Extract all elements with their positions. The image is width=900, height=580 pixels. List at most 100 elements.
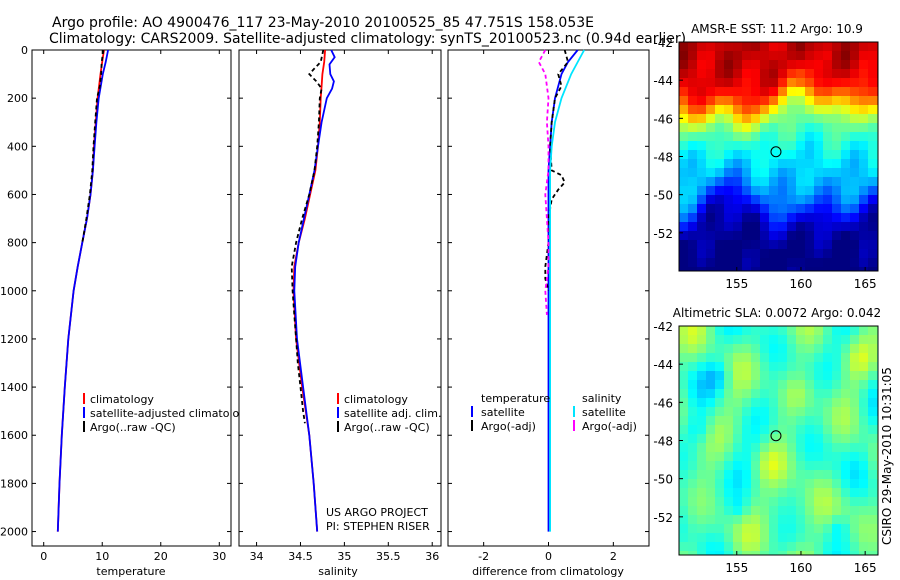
map-cell <box>832 434 842 444</box>
map-cell <box>850 96 860 106</box>
map-cell <box>832 470 842 480</box>
map-cell <box>751 195 761 205</box>
map-cell <box>733 240 743 250</box>
map-cell <box>859 78 869 88</box>
map-cell <box>742 267 752 272</box>
map-cell <box>841 515 851 525</box>
map-cell <box>760 141 770 151</box>
map-cell <box>751 353 761 363</box>
map-cell <box>859 231 869 241</box>
map-cell <box>751 443 761 453</box>
map-cell <box>868 353 878 363</box>
map-cell <box>706 470 716 480</box>
map-cell <box>760 267 770 272</box>
series-line-temperature-argo-adj- <box>544 49 569 292</box>
map-cell <box>841 407 851 417</box>
map-cell <box>787 141 797 151</box>
map-cell <box>733 168 743 178</box>
map-cell <box>868 42 878 52</box>
map-cell <box>715 96 725 106</box>
x-tick-label: 20 <box>154 550 168 563</box>
map-cell <box>796 42 806 52</box>
map-cell <box>742 159 752 169</box>
map-cell <box>823 344 833 354</box>
map-cell <box>724 222 734 232</box>
map-cell <box>805 398 815 408</box>
y-tick-label: 1600 <box>0 429 28 442</box>
map-cell <box>715 533 725 543</box>
map-cell <box>850 258 860 268</box>
map-cell <box>868 258 878 268</box>
map-cell <box>742 443 752 453</box>
map-cell <box>706 416 716 426</box>
x-tick-label: 165 <box>854 277 877 291</box>
map-cell <box>697 123 707 133</box>
map-cell <box>724 398 734 408</box>
map-cell <box>787 416 797 426</box>
map-cell <box>706 159 716 169</box>
map-cell <box>724 344 734 354</box>
map-cell <box>751 150 761 160</box>
map-cell <box>769 515 779 525</box>
map-cell <box>697 204 707 214</box>
map-cell <box>697 506 707 516</box>
map-cell <box>733 258 743 268</box>
map-cell <box>805 470 815 480</box>
map-cell <box>805 425 815 435</box>
map-cell <box>841 177 851 187</box>
map-cell <box>742 533 752 543</box>
map-cell <box>841 258 851 268</box>
y-tick-label: -52 <box>653 227 673 241</box>
map-cell <box>724 168 734 178</box>
map-cell <box>706 114 716 124</box>
legend-climatology: climatology <box>90 393 154 406</box>
x-tick-label: 155 <box>725 277 748 291</box>
map-cell <box>814 168 824 178</box>
map-cell <box>814 524 824 534</box>
map-cell <box>841 335 851 345</box>
map-cell <box>841 443 851 453</box>
map-cell <box>850 42 860 52</box>
map-cell <box>778 105 788 115</box>
map-cell <box>868 51 878 61</box>
map-cell <box>751 434 761 444</box>
map-cell <box>805 335 815 345</box>
map-cell <box>742 542 752 552</box>
map-cell <box>751 123 761 133</box>
map-cell <box>715 267 725 272</box>
map-cell <box>841 267 851 272</box>
map-cell <box>715 425 725 435</box>
map-cell <box>715 362 725 372</box>
map-cell <box>679 371 689 381</box>
map-cell <box>832 60 842 70</box>
map-cell <box>679 240 689 250</box>
difference-legend: temperature satellite Argo(-adj) salinit… <box>471 392 637 433</box>
map-cell <box>733 150 743 160</box>
map-cell <box>796 222 806 232</box>
map-cell <box>868 371 878 381</box>
map-cell <box>688 96 698 106</box>
map-cell <box>769 150 779 160</box>
map-cell <box>805 506 815 516</box>
map-cell <box>706 542 716 552</box>
map-cell <box>760 150 770 160</box>
map-cell <box>697 249 707 259</box>
map-cell <box>688 267 698 272</box>
map-cell <box>715 479 725 489</box>
map-cell <box>688 258 698 268</box>
map-cell <box>823 123 833 133</box>
map-cell <box>832 326 842 336</box>
map-cell <box>841 533 851 543</box>
map-cell <box>805 452 815 462</box>
map-cell <box>796 87 806 97</box>
map-cell <box>796 114 806 124</box>
map-cell <box>760 204 770 214</box>
map-cell <box>850 177 860 187</box>
map-cell <box>859 132 869 142</box>
y-tick-label: 1400 <box>0 381 28 394</box>
map-cell <box>787 452 797 462</box>
map-cell <box>706 69 716 79</box>
map-cell <box>706 132 716 142</box>
map-cell <box>841 168 851 178</box>
project-line2: PI: STEPHEN RISER <box>326 520 430 533</box>
